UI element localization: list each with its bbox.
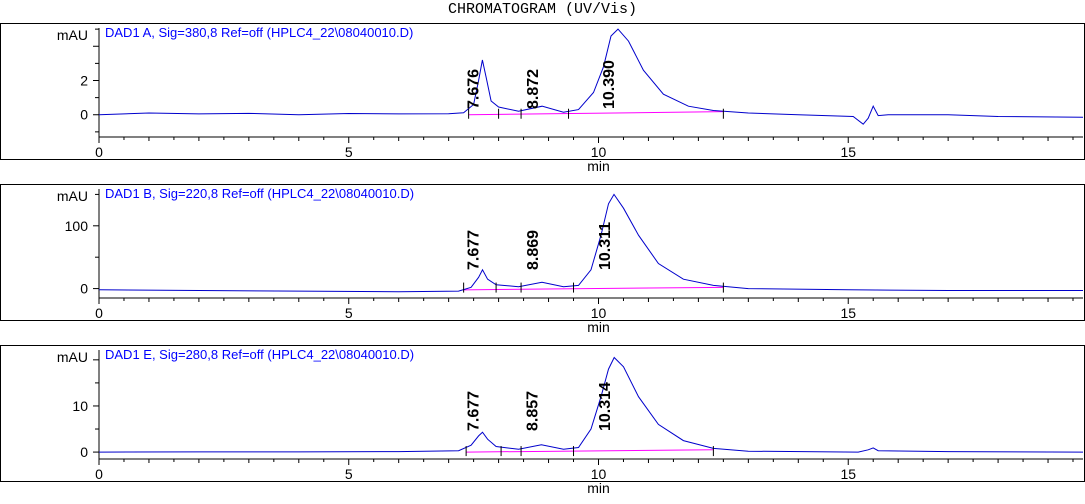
signal-trace (98, 193, 1083, 293)
page-title: CHROMATOGRAM (UV/Vis) (447, 1, 638, 18)
y-axis-label: mAU (57, 188, 88, 204)
x-axis-label: min (587, 319, 610, 335)
x-tick-label: 0 (95, 144, 103, 160)
panel-title: DAD1 B, Sig=220,8 Ref=off (HPLC4_22\0804… (105, 186, 414, 201)
panel-frame (0, 23, 1085, 160)
x-tick-label: 15 (840, 466, 856, 482)
panel-frame (0, 184, 1085, 321)
signal-trace (98, 356, 1084, 453)
y-axis-label: mAU (57, 349, 88, 365)
peak-label: 10.314 (597, 382, 614, 431)
x-tick-label: 15 (840, 305, 856, 321)
integration-baseline (463, 286, 724, 291)
x-tick-label: 5 (345, 144, 353, 160)
y-axis-label: mAU (57, 27, 88, 43)
x-tick-label: 0 (95, 305, 103, 321)
peak-label: 8.869 (525, 230, 542, 270)
integration-baseline (466, 449, 714, 453)
y-tick-label: 0 (80, 281, 88, 297)
peak-label: 10.390 (601, 60, 618, 109)
x-tick-label: 5 (345, 466, 353, 482)
x-tick-label: 10 (591, 466, 607, 482)
integration-baseline (468, 111, 724, 116)
signal-trace (98, 28, 1084, 125)
peak-label: 10.311 (597, 222, 614, 270)
x-axis-label: min (587, 480, 610, 496)
y-tick-label: 10 (72, 398, 88, 414)
peak-label: 7.677 (465, 230, 482, 270)
panel-title: DAD1 A, Sig=380,8 Ref=off (HPLC4_22\0804… (105, 25, 413, 40)
x-tick-label: 10 (591, 144, 607, 160)
y-tick-label: 0 (80, 444, 88, 460)
x-tick-label: 10 (591, 305, 607, 321)
peak-label: 7.677 (465, 391, 482, 431)
y-tick-label: 2 (80, 73, 88, 89)
x-tick-label: 15 (840, 144, 856, 160)
y-tick-label: 100 (65, 218, 89, 234)
y-tick-label: 0 (80, 107, 88, 123)
peak-label: 7.676 (465, 69, 482, 109)
x-axis-label: min (587, 158, 610, 174)
x-tick-label: 5 (345, 305, 353, 321)
x-tick-label: 0 (95, 466, 103, 482)
peak-label: 8.857 (524, 391, 541, 431)
panel-title: DAD1 E, Sig=280,8 Ref=off (HPLC4_22\0804… (105, 347, 414, 362)
peak-label: 8.872 (525, 69, 542, 109)
panel-frame (0, 345, 1085, 482)
